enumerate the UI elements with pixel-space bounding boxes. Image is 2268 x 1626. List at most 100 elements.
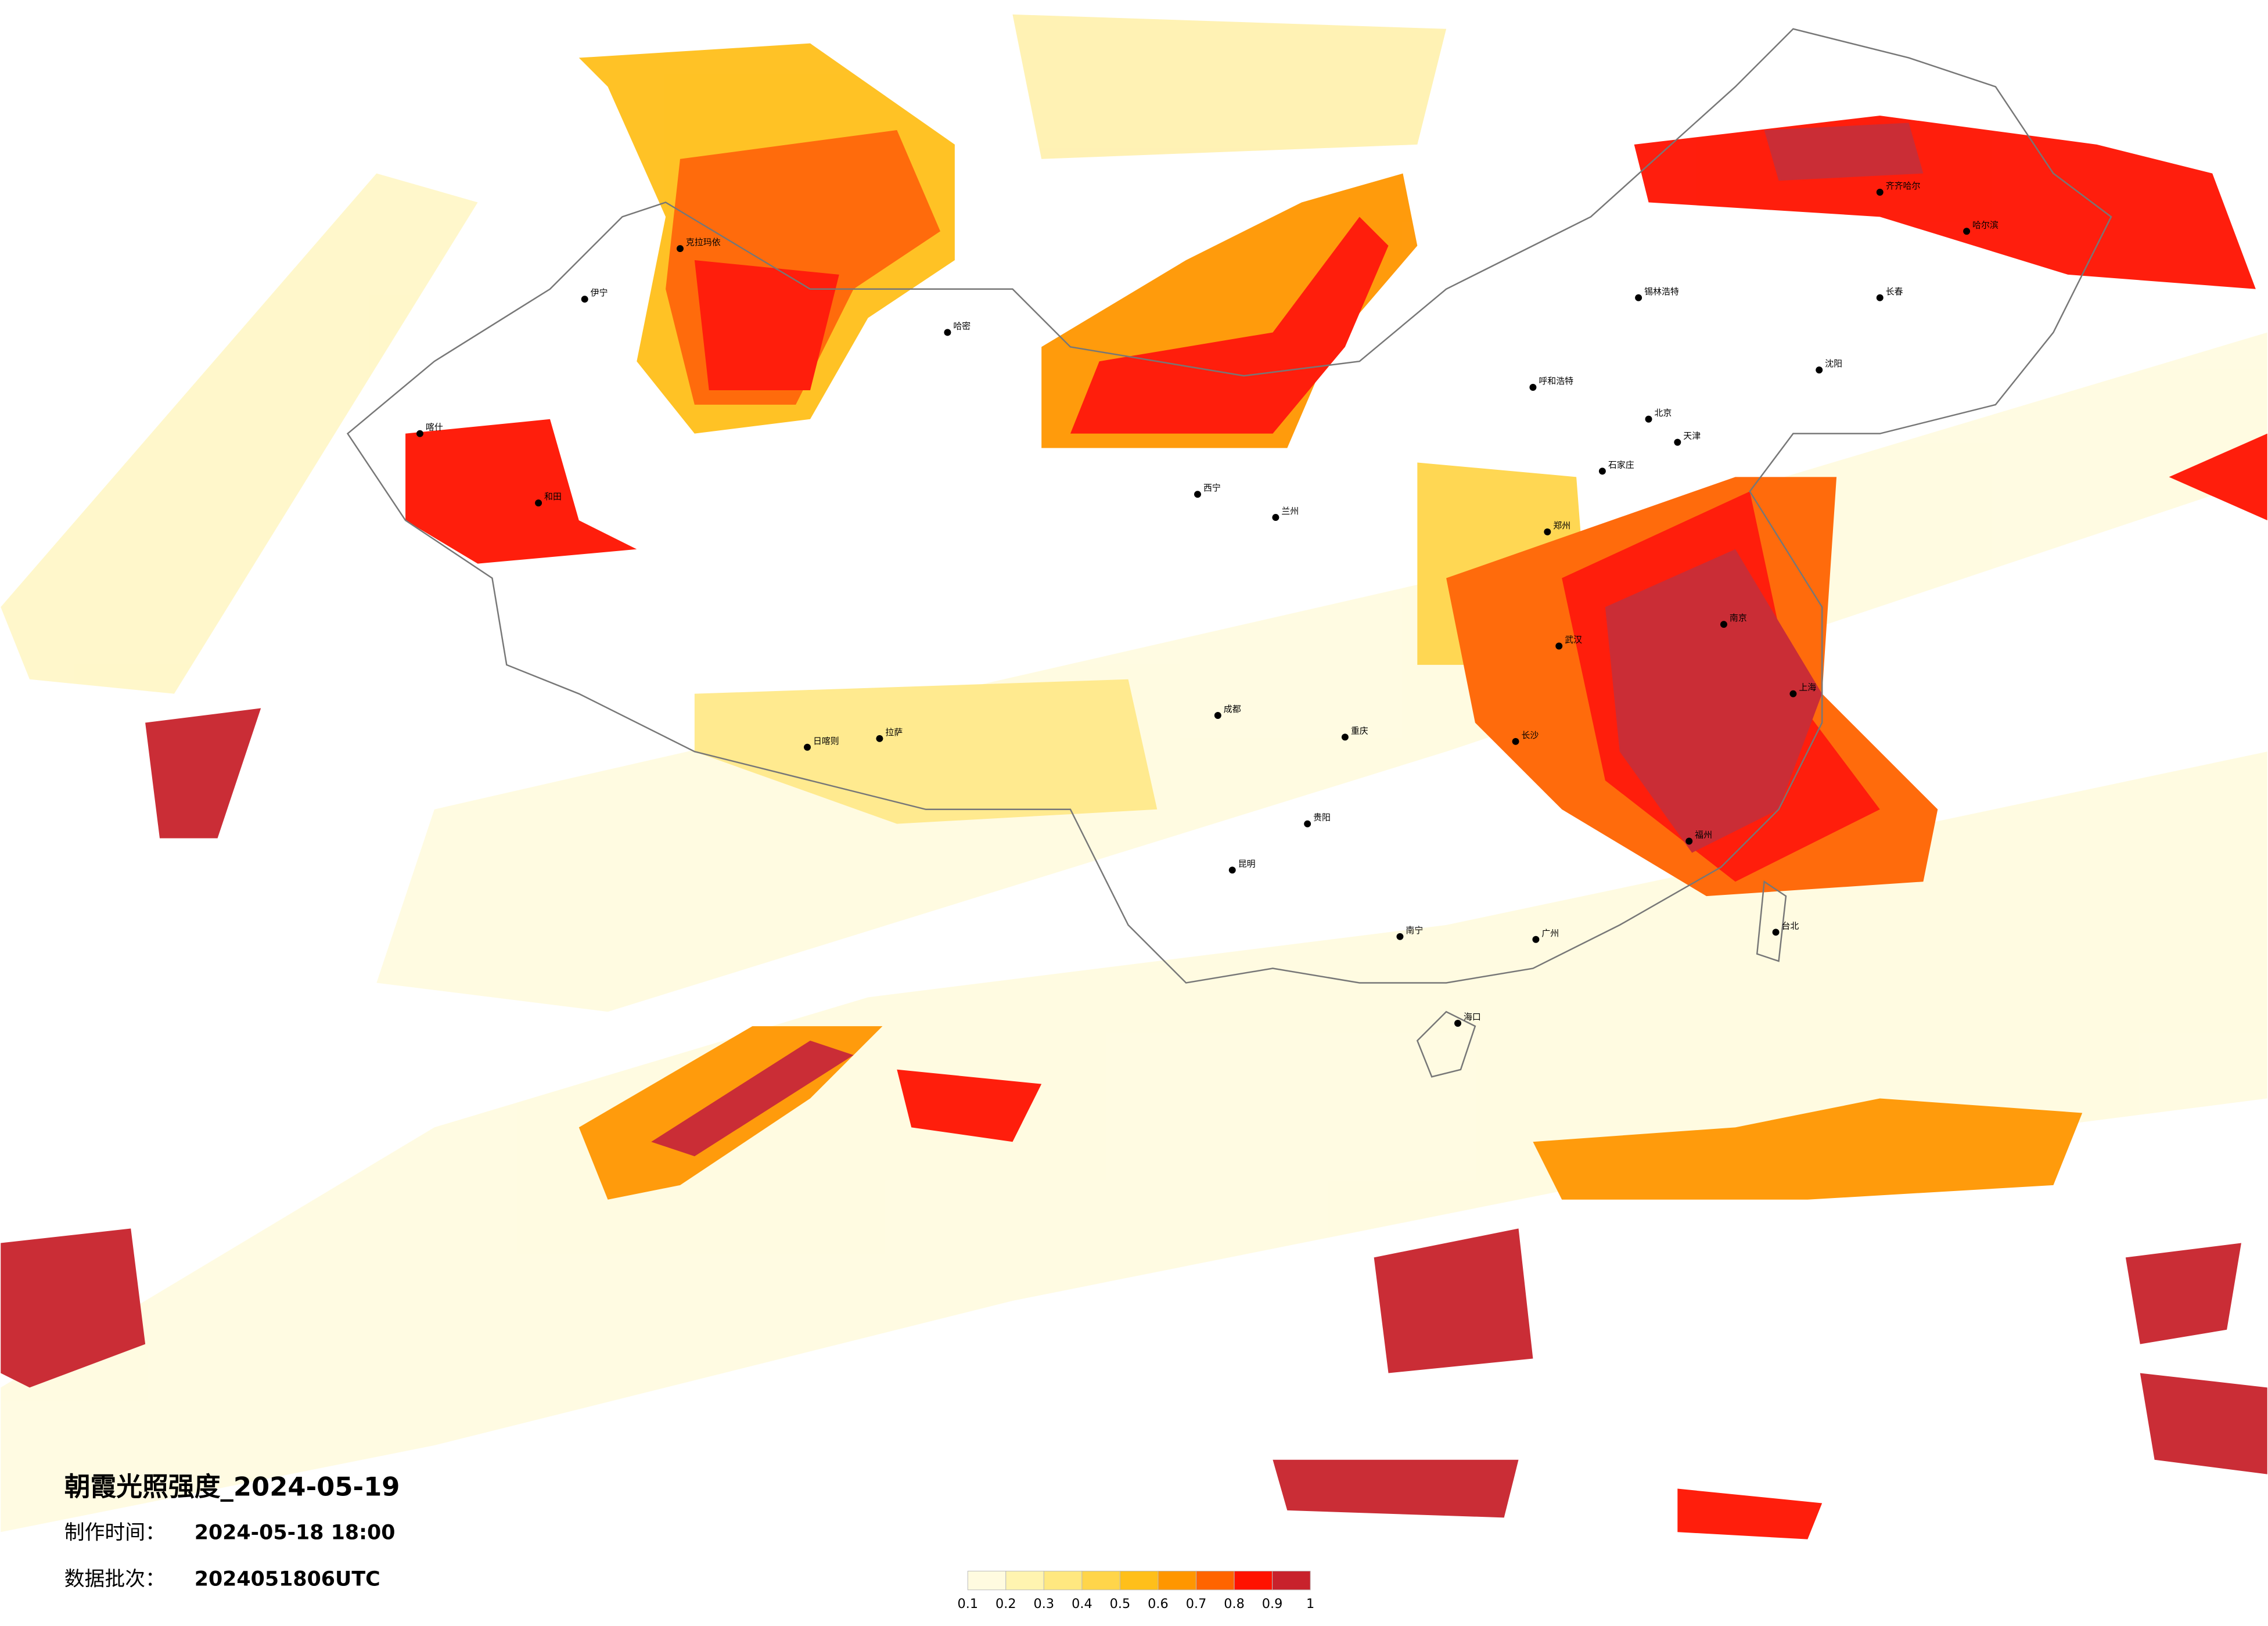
- city-label: 锡林浩特: [1644, 286, 1679, 297]
- city-dot: [1876, 294, 1884, 301]
- heat-region: [694, 260, 839, 390]
- legend-tick-label: 0.4: [1072, 1596, 1092, 1611]
- city-dot: [1341, 733, 1349, 741]
- city-dot: [1645, 415, 1652, 423]
- city-label: 呼和浩特: [1539, 376, 1573, 386]
- city-label: 沈阳: [1825, 358, 1842, 369]
- heat-region: [1273, 1459, 1519, 1518]
- city-label: 台北: [1782, 920, 1799, 931]
- heat-region: [897, 1069, 1042, 1142]
- city-dot: [1512, 738, 1519, 745]
- city-dot: [1876, 189, 1884, 196]
- city-dot: [1228, 866, 1236, 874]
- city-dot: [1194, 491, 1201, 498]
- city-dot: [1963, 228, 1971, 235]
- city-dot: [1272, 514, 1279, 521]
- heat-region: [694, 679, 1158, 824]
- heat-layer: [1, 14, 2267, 1539]
- city-label: 和田: [544, 491, 562, 502]
- city-label: 武汉: [1565, 635, 1582, 645]
- legend-tick-label: 0.5: [1110, 1596, 1131, 1611]
- city-label: 喀什: [426, 422, 443, 433]
- heat-region: [1070, 217, 1389, 434]
- city-label: 拉萨: [885, 727, 903, 738]
- city-dot: [1529, 384, 1537, 391]
- city-dot: [416, 430, 423, 437]
- city-label: 日喀则: [813, 736, 839, 746]
- city-dot: [1635, 294, 1642, 301]
- legend: 0.1 0.2 0.3 0.4 0.5 0.6 0.7 0.8 0.9 1: [957, 1570, 1314, 1611]
- city-dot: [677, 245, 684, 253]
- heat-region: [145, 708, 261, 839]
- city-label: 贵阳: [1313, 812, 1331, 823]
- city-dot: [876, 735, 883, 742]
- heat-region: [1605, 549, 1823, 853]
- city-dot: [1555, 642, 1563, 650]
- city-label: 兰州: [1281, 506, 1299, 516]
- city-label: 郑州: [1553, 520, 1570, 531]
- heat-region: [2140, 1373, 2267, 1474]
- city-label: 海口: [1464, 1012, 1481, 1022]
- city-dot: [1544, 528, 1551, 535]
- city-label: 重庆: [1351, 725, 1368, 736]
- legend-tick-label: 0.6: [1148, 1596, 1169, 1611]
- city-label: 南京: [1730, 613, 1747, 623]
- legend-tick-label: 0.8: [1224, 1596, 1245, 1611]
- city-label: 天津: [1683, 431, 1701, 441]
- city-label: 成都: [1224, 704, 1241, 714]
- city-dot: [1789, 690, 1797, 697]
- heat-region: [1, 1228, 146, 1388]
- heat-region: [1012, 14, 1447, 159]
- city-dot: [1674, 438, 1681, 446]
- legend-tick-label: 0.7: [1186, 1596, 1207, 1611]
- heat-region: [651, 1041, 854, 1157]
- legend-tick-label: 1: [1306, 1596, 1314, 1611]
- heat-region: [2169, 433, 2267, 520]
- legend-tick-label: 0.3: [1034, 1596, 1055, 1611]
- city-dot: [581, 296, 588, 303]
- heat-region: [1374, 1228, 1533, 1373]
- country-border: [346, 28, 2112, 984]
- city-dot: [1720, 621, 1727, 628]
- island-border: [1756, 880, 1787, 962]
- city-dot: [804, 743, 811, 751]
- city-dot: [535, 499, 542, 507]
- city-label: 齐齐哈尔: [1886, 181, 1921, 191]
- city-label: 哈密: [953, 321, 971, 331]
- city-dot: [1532, 936, 1540, 943]
- city-label: 昆明: [1238, 858, 1256, 869]
- city-dot: [1598, 467, 1606, 475]
- city-label: 克拉玛依: [686, 237, 721, 247]
- legend-tick-label: 0.9: [1262, 1596, 1283, 1611]
- city-label: 上海: [1799, 682, 1816, 693]
- city-dot: [1396, 933, 1404, 940]
- legend-swatch: [1196, 1570, 1235, 1591]
- city-label: 伊宁: [591, 287, 608, 298]
- city-dot: [1816, 366, 1823, 374]
- batch-label: 数据批次：: [64, 1567, 166, 1591]
- legend-swatch: [1158, 1570, 1197, 1591]
- island-border: [1416, 1010, 1476, 1078]
- city-dot: [1214, 712, 1221, 719]
- legend-swatch: [1043, 1570, 1083, 1591]
- made-time-label: 制作时间：: [64, 1521, 166, 1545]
- title: 朝霞光照强度_2024-05-19: [64, 1472, 400, 1502]
- legend-swatch: [1234, 1570, 1273, 1591]
- heat-region: [1, 751, 2267, 1533]
- city-label: 长沙: [1522, 730, 1539, 740]
- city-label: 北京: [1655, 408, 1672, 418]
- heat-region: [1533, 1098, 2083, 1200]
- city-dot: [1772, 929, 1780, 936]
- batch-value: 2024051806UTC: [195, 1567, 380, 1591]
- city-dot: [1685, 837, 1693, 845]
- city-dot: [944, 329, 951, 336]
- heat-region: [1677, 1488, 1823, 1539]
- city-label: 石家庄: [1608, 459, 1634, 470]
- city-label: 南宁: [1406, 925, 1423, 936]
- city-dot: [1454, 1020, 1461, 1027]
- city-dot: [1304, 820, 1311, 828]
- legend-swatch: [1081, 1570, 1120, 1591]
- legend-swatch: [967, 1570, 1007, 1591]
